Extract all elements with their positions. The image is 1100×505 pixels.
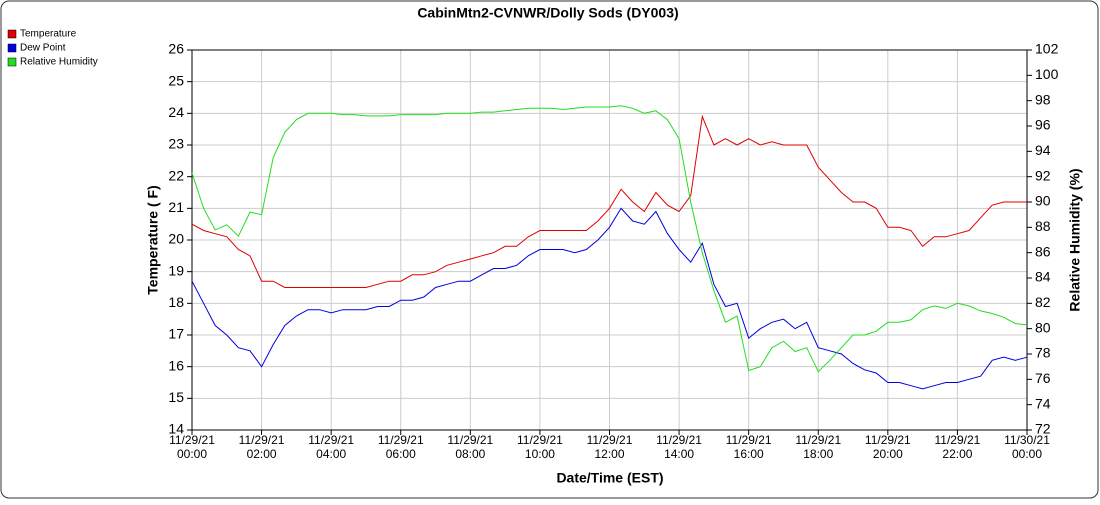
legend-swatch (7, 43, 17, 53)
x-tick-label: 11/29/21 14:00 (656, 433, 702, 461)
y2-axis-label: Relative Humidity (%) (1067, 168, 1083, 311)
y2-tick-label: 74 (1035, 395, 1051, 411)
x-tick-label: 11/29/21 00:00 (169, 433, 215, 461)
x-tick-label: 11/29/21 06:00 (378, 433, 424, 461)
y2-tick-label: 86 (1035, 243, 1051, 259)
series-line (191, 207, 1028, 390)
y-tick-label: 25 (168, 72, 184, 88)
series-line (191, 114, 1027, 288)
y-tick-label: 16 (168, 357, 184, 373)
y2-tick-label: 84 (1035, 269, 1051, 285)
x-tick-label: 11/29/21 04:00 (308, 433, 354, 461)
y2-tick-label: 92 (1035, 167, 1051, 183)
y-tick-label: 14 (168, 421, 184, 437)
legend-label: Dew Point (20, 43, 66, 54)
legend-swatch (7, 29, 17, 39)
y2-tick-label: 80 (1035, 319, 1051, 335)
x-tick-label: 11/29/21 20:00 (865, 433, 911, 461)
y2-tick-label: 78 (1035, 345, 1051, 361)
y-tick-label: 21 (168, 199, 184, 215)
x-tick-label: 11/29/21 10:00 (517, 433, 563, 461)
y2-tick-label: 102 (1035, 41, 1059, 57)
y2-tick-label: 72 (1035, 421, 1051, 437)
x-axis-label: Date/Time (EST) (556, 470, 663, 486)
x-tick-label: 11/29/21 16:00 (726, 433, 772, 461)
x-tick-label: 11/29/21 18:00 (795, 433, 841, 461)
y-tick-label: 17 (168, 326, 184, 342)
chart-title: CabinMtn2-CVNWR/Dolly Sods (DY003) (417, 5, 678, 21)
y2-tick-label: 96 (1035, 117, 1051, 133)
legend-label: Temperature (20, 29, 77, 40)
x-tick-label: 11/29/21 12:00 (587, 433, 633, 461)
y-tick-label: 20 (168, 231, 184, 247)
x-tick-label: 11/30/21 00:00 (1004, 433, 1050, 461)
y2-tick-label: 90 (1035, 193, 1051, 209)
y-tick-label: 18 (168, 294, 184, 310)
y2-tick-label: 98 (1035, 91, 1051, 107)
y2-tick-label: 82 (1035, 294, 1051, 310)
plot-border (191, 49, 1028, 431)
y-tick-label: 15 (168, 389, 184, 405)
y-tick-label: 22 (168, 167, 184, 183)
series-line (191, 105, 1028, 373)
y-tick-label: 24 (168, 104, 184, 120)
y2-tick-label: 76 (1035, 370, 1051, 386)
legend-label: Relative Humidity (20, 57, 98, 68)
x-tick-label: 11/29/21 08:00 (447, 433, 493, 461)
y2-tick-label: 100 (1035, 66, 1059, 82)
legend-swatch (7, 57, 17, 67)
y2-tick-label: 94 (1035, 142, 1051, 158)
x-tick-label: 11/29/21 22:00 (935, 433, 981, 461)
y-tick-label: 19 (168, 262, 184, 278)
y-axis-label: Temperature ( F) (145, 185, 161, 294)
x-tick-label: 11/29/21 02:00 (239, 433, 285, 461)
y-tick-label: 23 (168, 136, 184, 152)
y2-tick-label: 88 (1035, 218, 1051, 234)
y-tick-label: 26 (168, 41, 184, 57)
